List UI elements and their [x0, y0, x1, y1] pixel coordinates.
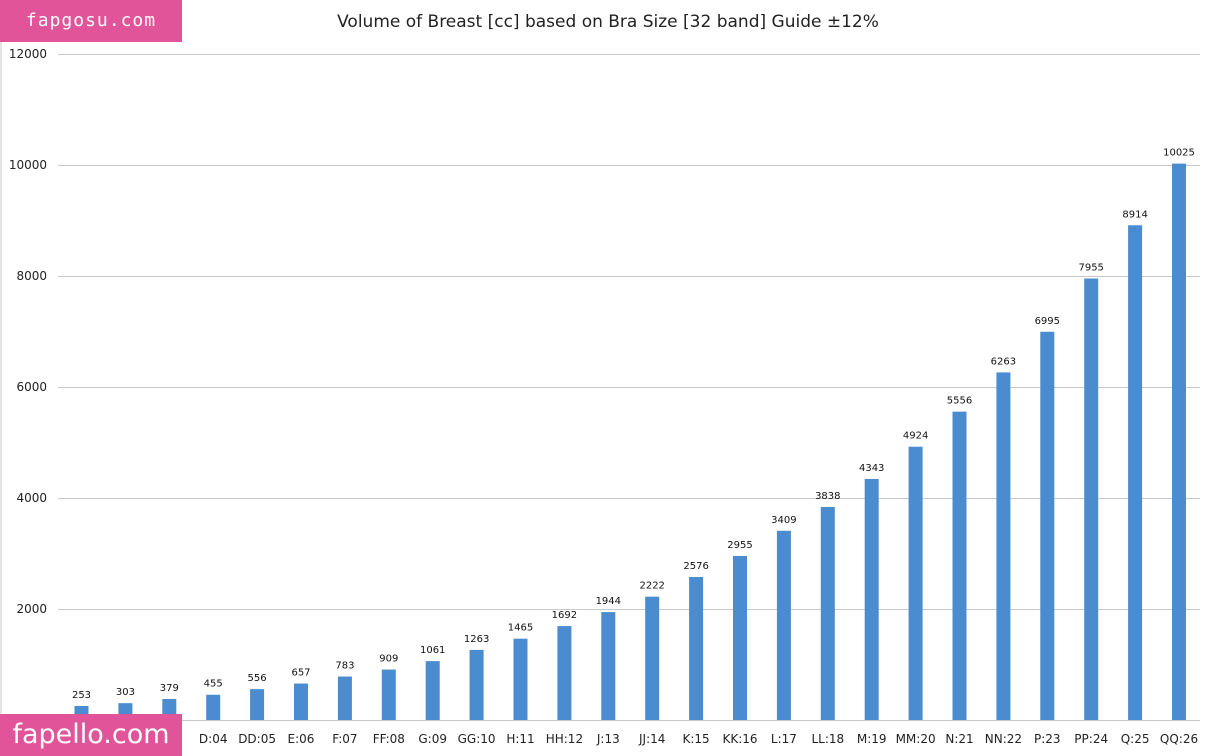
- data-label: 4924: [903, 431, 928, 442]
- x-axis-ticks: D:04 DD:05 E:06 F:07 FF:08 G:09 GG:10 H:11 HH:12…: [199, 732, 1198, 746]
- data-label: 657: [291, 668, 310, 679]
- x-tick-label: FF:08: [373, 732, 405, 746]
- data-label: 909: [379, 654, 398, 665]
- bar: [601, 612, 616, 720]
- bar: [1128, 225, 1143, 720]
- y-tick-label: 4000: [16, 491, 47, 505]
- bar: [1172, 163, 1186, 721]
- y-tick-label: 2000: [16, 602, 47, 616]
- data-label: 2222: [639, 581, 664, 592]
- x-tick-label: G:09: [418, 732, 447, 746]
- bar: [952, 411, 967, 720]
- bar: [733, 555, 747, 720]
- data-label: 5556: [947, 396, 972, 407]
- data-label: 783: [335, 661, 354, 672]
- watermark-top: fapgosu.com: [0, 0, 182, 42]
- x-tick-label: N:21: [945, 732, 973, 746]
- data-label: 1944: [596, 596, 621, 607]
- data-label: 455: [204, 679, 223, 690]
- x-tick-label: JJ:14: [638, 732, 665, 746]
- bar: [996, 372, 1011, 720]
- bar: [864, 478, 879, 720]
- data-labels: 253 303 379 455 556 657 783 909 1061 1263 1465 1692…: [72, 148, 1195, 701]
- bar: [381, 669, 396, 720]
- x-tick-label: PP:24: [1074, 732, 1108, 746]
- data-label: 3838: [815, 491, 840, 502]
- data-label: 1061: [420, 645, 445, 656]
- bar: [820, 506, 835, 720]
- y-tick-label: 6000: [16, 380, 47, 394]
- data-label: 8914: [1122, 209, 1147, 220]
- x-tick-label: M:19: [857, 732, 887, 746]
- x-tick-label: L:17: [771, 732, 797, 746]
- bar: [776, 530, 791, 720]
- bar: [1084, 278, 1099, 720]
- data-label: 4343: [859, 463, 884, 474]
- data-label: 379: [160, 683, 179, 694]
- y-tick-label: 12000: [9, 47, 47, 61]
- x-tick-label: D:04: [199, 732, 228, 746]
- y-tick-label: 8000: [16, 269, 47, 283]
- bar: [469, 649, 484, 720]
- x-tick-label: GG:10: [458, 732, 496, 746]
- x-tick-label: HH:12: [546, 732, 583, 746]
- x-tick-label: Q:25: [1121, 732, 1150, 746]
- chart-title: Volume of Breast [cc] based on Bra Size …: [337, 12, 879, 32]
- data-label: 7955: [1078, 262, 1103, 273]
- bar: [513, 638, 528, 720]
- bar: [908, 446, 923, 720]
- x-tick-label: J:13: [596, 732, 620, 746]
- data-label: 253: [72, 690, 91, 701]
- data-label: 3409: [771, 515, 796, 526]
- bar: [645, 596, 660, 720]
- bar: [250, 689, 265, 720]
- x-tick-label: P:23: [1034, 732, 1061, 746]
- data-label: 6263: [991, 356, 1016, 367]
- data-label: 6995: [1035, 316, 1060, 327]
- data-label: 2576: [683, 561, 708, 572]
- data-label: 556: [248, 673, 267, 684]
- data-label: 1465: [508, 623, 533, 634]
- x-tick-label: KK:16: [722, 732, 757, 746]
- x-tick-label: F:07: [332, 732, 357, 746]
- x-tick-label: H:11: [506, 732, 534, 746]
- data-label: 303: [116, 687, 135, 698]
- bar: [206, 694, 221, 720]
- bars: [74, 163, 1186, 721]
- bar: [294, 683, 308, 720]
- bar: [689, 577, 704, 720]
- x-tick-label: K:15: [683, 732, 710, 746]
- bar: [425, 661, 440, 720]
- bar: [337, 676, 352, 720]
- data-label: 1692: [552, 610, 577, 621]
- x-tick-label: QQ:26: [1160, 732, 1198, 746]
- watermark-bottom: fapello.com: [0, 714, 182, 756]
- x-tick-label: MM:20: [896, 732, 936, 746]
- y-axis-ticks: 2000 4000 6000 8000 10000 12000: [9, 47, 47, 616]
- x-tick-label: NN:22: [985, 732, 1022, 746]
- x-tick-label: LL:18: [811, 732, 844, 746]
- data-label: 2955: [727, 540, 752, 551]
- bar: [1040, 331, 1055, 720]
- x-tick-label: DD:05: [238, 732, 276, 746]
- data-label: 10025: [1163, 148, 1195, 159]
- y-tick-label: 10000: [9, 158, 47, 172]
- x-tick-label: E:06: [288, 732, 315, 746]
- bar: [557, 626, 572, 720]
- data-label: 1263: [464, 634, 489, 645]
